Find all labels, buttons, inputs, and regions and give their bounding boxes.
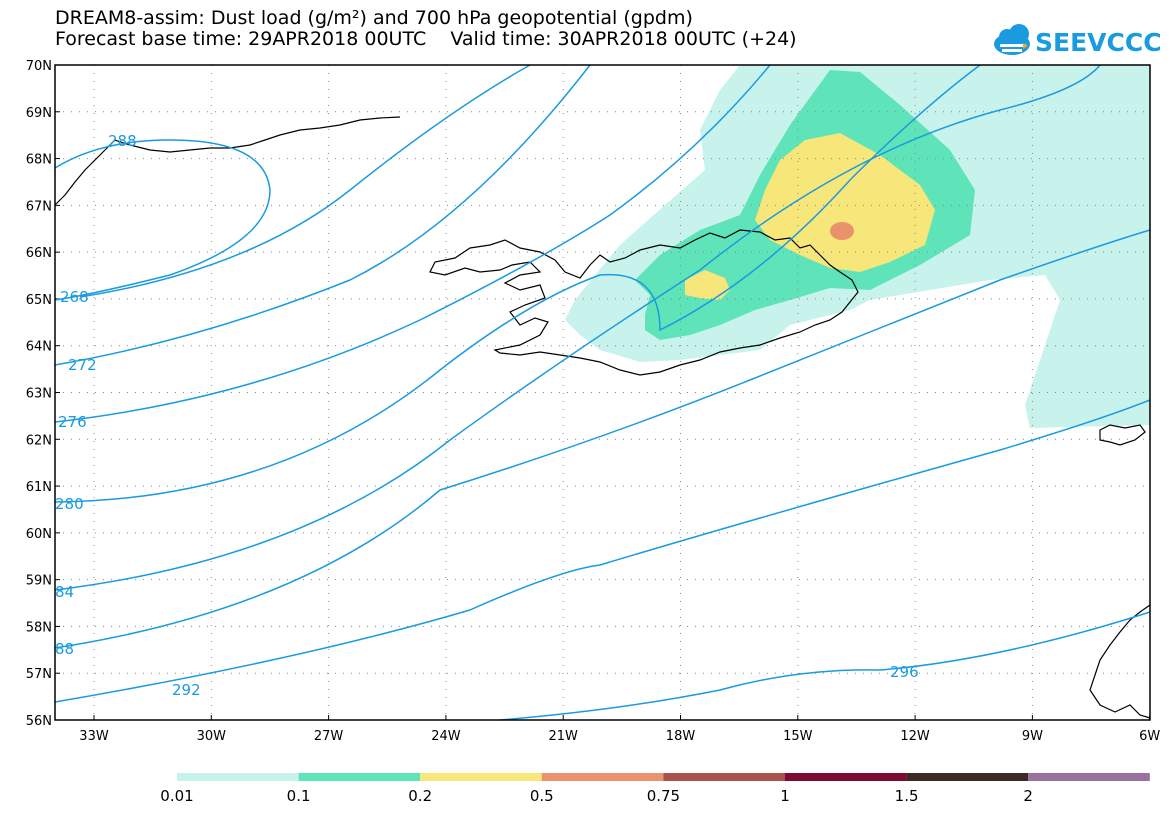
colorbar-segment [663,773,785,781]
isoline-label-288-south: 88 [55,640,74,658]
logo-text: SEEVCCC [1035,28,1160,57]
lat-label: 65N [26,293,52,308]
lat-label: 69N [26,106,52,121]
lon-label: 33W [79,729,109,744]
lat-label: 58N [26,620,52,635]
colorbar-labels: 0.01 0.1 0.2 0.5 0.75 1 1.5 2 [160,787,1033,805]
map-subtitle: Forecast base time: 29APR2018 00UTC Vali… [55,28,797,50]
isoline-label-284: 84 [55,583,74,601]
lat-label: 68N [26,153,52,168]
lat-label: 63N [26,387,52,402]
isoline-284 [54,64,1101,591]
lon-label: 12W [900,729,930,744]
colorbar-label: 0.01 [160,787,193,805]
coastlines [54,116,1151,719]
isoline-288b [54,229,1151,649]
longitude-labels: 33W 30W 27W 24W 21W 18W 15W 12W 9W 6W [79,729,1160,744]
colorbar-label: 0.2 [408,787,432,805]
lon-label: 24W [431,729,461,744]
colorbar-label: 1 [780,787,790,805]
dust-load-shading [565,65,1150,428]
lat-label: 64N [26,340,52,355]
isoline-label-276: 276 [58,413,87,431]
dust-contour-0.2 [755,133,935,272]
isoline-labels: 288 268 272 276 280 84 88 292 296 [55,132,919,699]
colorbar-label: 0.1 [287,787,311,805]
colorbar-segment [906,773,1029,781]
isoline-268 [79,64,531,298]
lon-label: 6W [1139,729,1160,744]
faroe-coastline [1099,424,1146,446]
latitude-labels: 70N 69N 68N 67N 66N 65N 64N 63N 62N 61N 60N 59N 58N 5… [26,59,52,729]
isoline-280 [54,64,981,503]
colorbar-segment [785,773,907,781]
colorbar-label: 2 [1023,787,1033,805]
dust-contour-0.2-small [685,270,730,300]
lat-label: 67N [26,199,52,214]
lon-label: 27W [314,729,344,744]
colorbar-segment [541,773,664,781]
isoline-276 [54,64,771,423]
iceland-coastline [429,229,859,376]
colorbar-label: 0.75 [647,787,680,805]
lon-label: 30W [197,729,227,744]
colorbar-segment [177,773,299,781]
map-frame [54,64,1151,721]
lat-label: 57N [26,667,52,682]
lon-label: 9W [1022,729,1043,744]
lat-label: 66N [26,246,52,261]
colorbar-segment [298,773,421,781]
colorbar-segment [1028,773,1150,781]
lat-label: 56N [26,714,52,729]
lon-label: 18W [666,729,696,744]
colorbar-label: 0.5 [530,787,554,805]
isoline-label-272: 272 [68,356,97,374]
cloud-icon [994,24,1030,55]
map-title: DREAM8-assim: Dust load (g/m²) and 700 h… [55,7,693,29]
isoline-label-268: 268 [60,288,89,306]
lat-label: 70N [26,59,52,74]
lat-label: 60N [26,527,52,542]
lon-label: 21W [548,729,578,744]
lon-label: 15W [783,729,813,744]
geopotential-isolines [54,64,1151,721]
isoline-272 [54,64,591,366]
dust-contour-0.5 [830,222,854,240]
isoline-292 [54,399,1151,703]
isoline-296 [499,611,1151,721]
colorbar [177,773,1150,781]
scotland-coastline [1089,604,1151,719]
greenland-coastline [54,116,401,206]
lat-label: 61N [26,480,52,495]
colorbar-label: 1.5 [895,787,919,805]
lat-label: 62N [26,433,52,448]
isoline-label-292: 292 [172,681,201,699]
isoline-label-288: 288 [108,132,137,150]
seevccc-logo: SEEVCCC [994,24,1160,57]
lat-label: 59N [26,574,52,589]
isoline-label-296: 296 [890,663,919,681]
isoline-288 [54,139,271,301]
isoline-label-280: 280 [55,495,84,513]
colorbar-segment [420,773,542,781]
